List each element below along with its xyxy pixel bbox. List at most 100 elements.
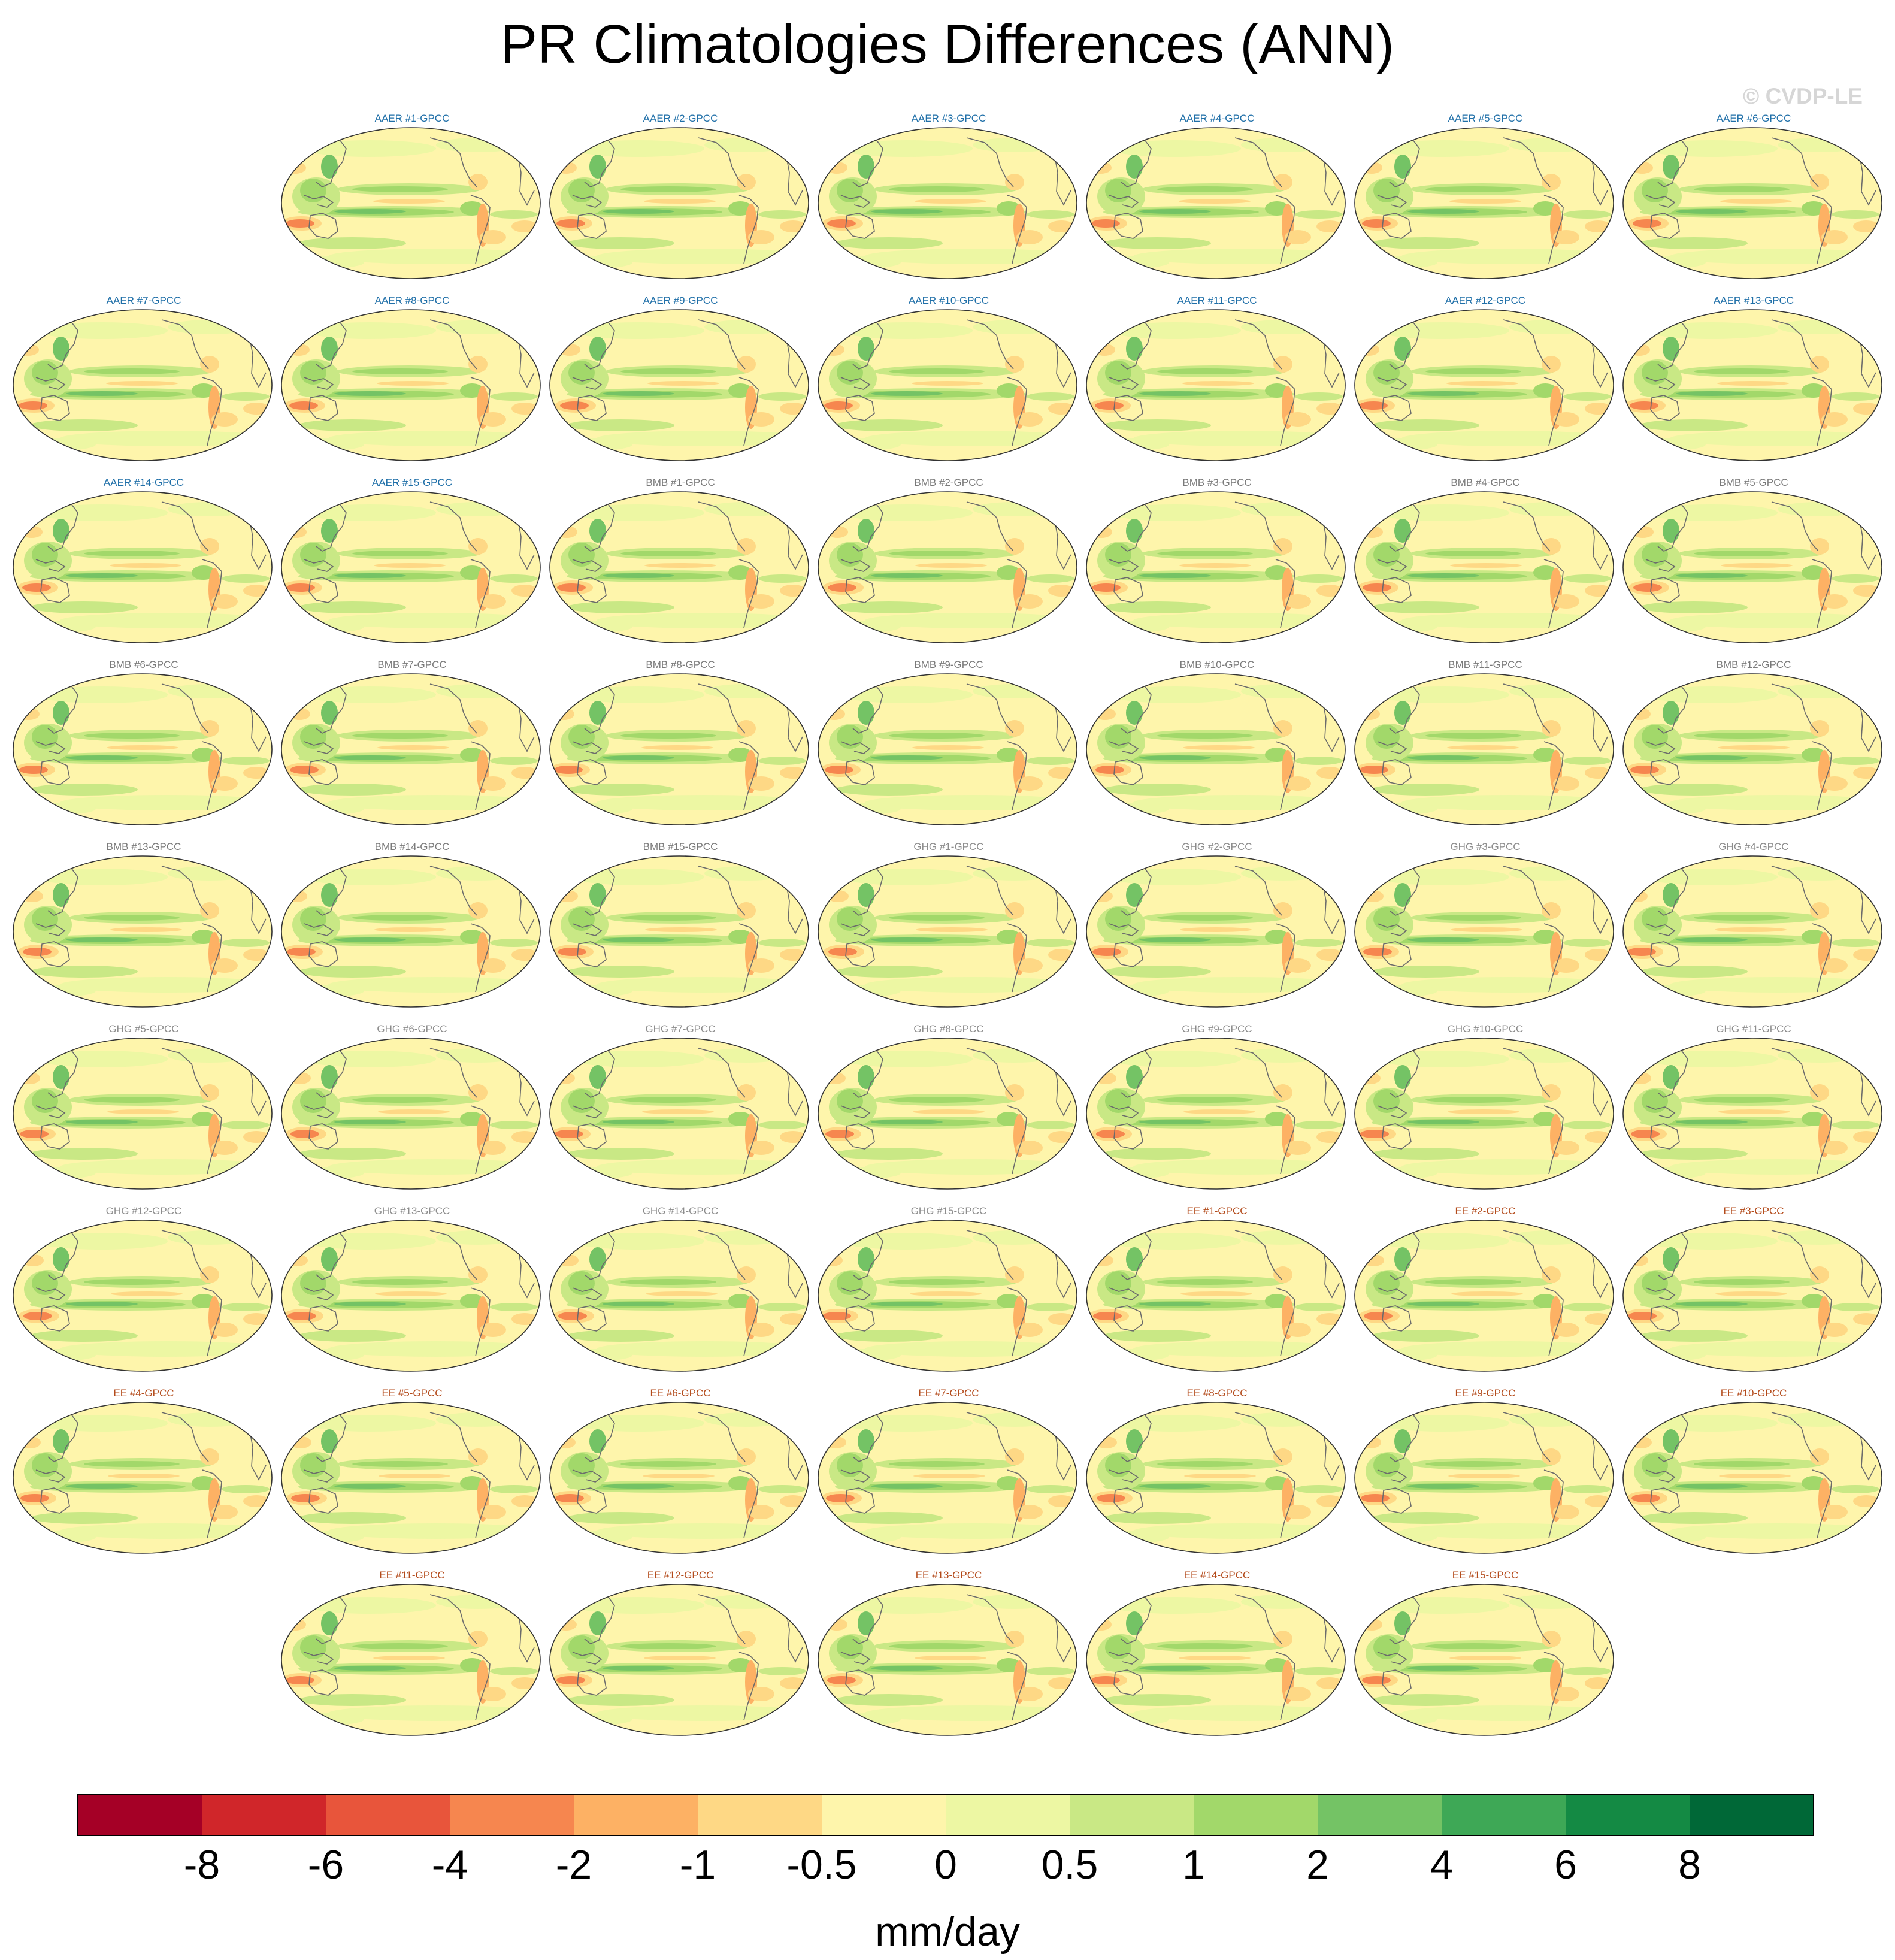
colorbar-swatch <box>78 1795 202 1835</box>
panel-title: AAER #11-GPCC <box>1177 295 1257 306</box>
panel-title: AAER #1-GPCC <box>374 113 450 124</box>
panel-map <box>1086 855 1346 1008</box>
panel-map <box>549 127 809 279</box>
panel-map <box>281 127 541 279</box>
colorbar-tick-label: -2 <box>556 1842 592 1888</box>
panel-map <box>1354 1038 1614 1190</box>
panel-map <box>1354 309 1614 461</box>
panel-map <box>1086 309 1346 461</box>
panel-map <box>818 673 1077 825</box>
panel-map <box>13 855 273 1008</box>
colorbar-tick-label: -1 <box>680 1842 716 1888</box>
panel-map <box>1086 673 1346 825</box>
panel-title: EE #6-GPCC <box>650 1387 711 1399</box>
panel-title: BMB #1-GPCC <box>646 477 715 488</box>
panel-map <box>1086 127 1346 279</box>
panel-map <box>281 855 541 1008</box>
panel-map <box>818 1584 1077 1736</box>
panel-map <box>281 1038 541 1190</box>
colorbar-swatch <box>946 1795 1070 1835</box>
watermark: © CVDP-LE <box>1743 84 1863 108</box>
panel-title: EE #4-GPCC <box>113 1387 174 1399</box>
panel-map <box>818 855 1077 1008</box>
panel-title: GHG #6-GPCC <box>377 1023 447 1035</box>
panel-map <box>1622 1220 1882 1372</box>
panel-title: AAER #5-GPCC <box>1448 113 1523 124</box>
panel-map <box>1086 1584 1346 1736</box>
panel-map <box>1086 491 1346 643</box>
panel-map <box>818 127 1077 279</box>
colorbar-tick-label: 6 <box>1554 1842 1577 1888</box>
panel-title: EE #8-GPCC <box>1186 1387 1248 1399</box>
colorbar-tick-label: 0 <box>934 1842 957 1888</box>
panel-map <box>1622 673 1882 825</box>
panel-map <box>549 1038 809 1190</box>
panel-map <box>1622 309 1882 461</box>
panel-title: AAER #6-GPCC <box>1716 113 1791 124</box>
panel-title: BMB #2-GPCC <box>914 477 983 488</box>
panel-map <box>1354 673 1614 825</box>
panel-title: EE #5-GPCC <box>382 1387 443 1399</box>
panel-title: GHG #11-GPCC <box>1716 1023 1791 1035</box>
panel-map <box>818 1038 1077 1190</box>
panel-map <box>818 1220 1077 1372</box>
panel-title: AAER #15-GPCC <box>371 477 453 488</box>
panel-title: BMB #10-GPCC <box>1179 659 1255 670</box>
panel-title: BMB #15-GPCC <box>643 841 718 852</box>
figure-title: PR Climatologies Differences (ANN) <box>500 14 1395 75</box>
panel-map <box>13 491 273 643</box>
colorbar-swatch <box>1194 1795 1318 1835</box>
panel-title: GHG #1-GPCC <box>913 841 984 852</box>
panel-title: AAER #3-GPCC <box>911 113 986 124</box>
panel-map <box>1086 1402 1346 1554</box>
panel-title: EE #11-GPCC <box>379 1569 445 1581</box>
panel-map <box>1622 127 1882 279</box>
colorbar-frame <box>77 1794 1814 1836</box>
panel-map <box>1086 1220 1346 1372</box>
colorbar-swatch <box>822 1795 946 1835</box>
panel-title: BMB #3-GPCC <box>1182 477 1252 488</box>
panel-title: GHG #8-GPCC <box>913 1023 984 1035</box>
panel-title: AAER #2-GPCC <box>643 113 718 124</box>
panel-title: AAER #14-GPCC <box>103 477 184 488</box>
colorbar-units: mm/day <box>875 1909 1020 1955</box>
panel-map <box>13 1220 273 1372</box>
panel-title: GHG #4-GPCC <box>1718 841 1789 852</box>
panel-map <box>1354 1402 1614 1554</box>
panel-title: GHG #12-GPCC <box>105 1205 182 1217</box>
panel-title: BMB #6-GPCC <box>109 659 178 670</box>
panel-title: EE #2-GPCC <box>1455 1205 1516 1217</box>
panel-map <box>13 1038 273 1190</box>
colorbar-swatch <box>1318 1795 1442 1835</box>
colorbar-tick-label: 2 <box>1306 1842 1329 1888</box>
panel-title: EE #3-GPCC <box>1723 1205 1784 1217</box>
panel-map <box>1354 127 1614 279</box>
panel-title: GHG #5-GPCC <box>108 1023 179 1035</box>
colorbar-swatch <box>1690 1795 1814 1835</box>
panel-map <box>549 1584 809 1736</box>
panel-title: AAER #9-GPCC <box>643 295 718 306</box>
panel-map <box>1086 1038 1346 1190</box>
panel-map <box>818 491 1077 643</box>
panel-map <box>1354 1220 1614 1372</box>
colorbar-tick-label: 4 <box>1430 1842 1453 1888</box>
panel-title: GHG #14-GPCC <box>642 1205 719 1217</box>
panel-title: EE #14-GPCC <box>1183 1569 1251 1581</box>
panel-title: EE #9-GPCC <box>1455 1387 1516 1399</box>
panel-title: GHG #13-GPCC <box>374 1205 450 1217</box>
colorbar-swatch <box>574 1795 698 1835</box>
panel-title: AAER #7-GPCC <box>106 295 181 306</box>
panel-map <box>549 673 809 825</box>
panel-map <box>1622 491 1882 643</box>
colorbar-tick-label: 8 <box>1678 1842 1701 1888</box>
panel-map <box>1354 1584 1614 1736</box>
panel-title: EE #10-GPCC <box>1720 1387 1787 1399</box>
panel-map <box>549 855 809 1008</box>
panel-title: EE #7-GPCC <box>918 1387 979 1399</box>
colorbar-swatch <box>698 1795 822 1835</box>
panel-title: BMB #7-GPCC <box>377 659 447 670</box>
panel-map <box>281 1584 541 1736</box>
panel-map <box>549 1402 809 1554</box>
panel-map <box>281 1402 541 1554</box>
